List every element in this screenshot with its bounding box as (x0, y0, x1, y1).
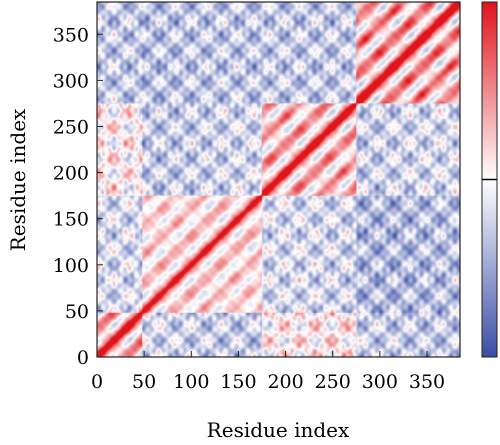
y-tick-label: 300 (53, 70, 89, 92)
y-axis: 0 50 100 150 200 250 300 350 (53, 24, 103, 369)
x-tick-label: 250 (315, 371, 351, 393)
x-axis-label: Residue index (207, 418, 350, 442)
y-tick-label: 350 (53, 24, 89, 46)
y-tick-label: 150 (53, 209, 89, 231)
x-tick-label: 50 (132, 371, 156, 393)
x-tick-label: 300 (362, 371, 398, 393)
heatmap-cells (97, 2, 460, 357)
y-axis-label: Residue index (6, 108, 30, 251)
plot-frame (96, 1, 461, 358)
y-tick-label: 200 (53, 163, 89, 185)
x-tick-label: 150 (220, 371, 256, 393)
colorbar (481, 1, 498, 358)
x-tick-label: 350 (409, 371, 445, 393)
heatmap-image (97, 2, 460, 357)
x-tick-label: 200 (267, 371, 303, 393)
y-tick-label: 250 (53, 116, 89, 138)
y-tick-label: 100 (53, 255, 89, 277)
y-tick-label: 0 (77, 347, 89, 369)
x-tick-label: 100 (173, 371, 209, 393)
x-axis: 0 50 100 150 200 250 300 350 (91, 351, 445, 393)
x-tick-label: 0 (91, 371, 103, 393)
y-tick-label: 50 (65, 301, 89, 323)
